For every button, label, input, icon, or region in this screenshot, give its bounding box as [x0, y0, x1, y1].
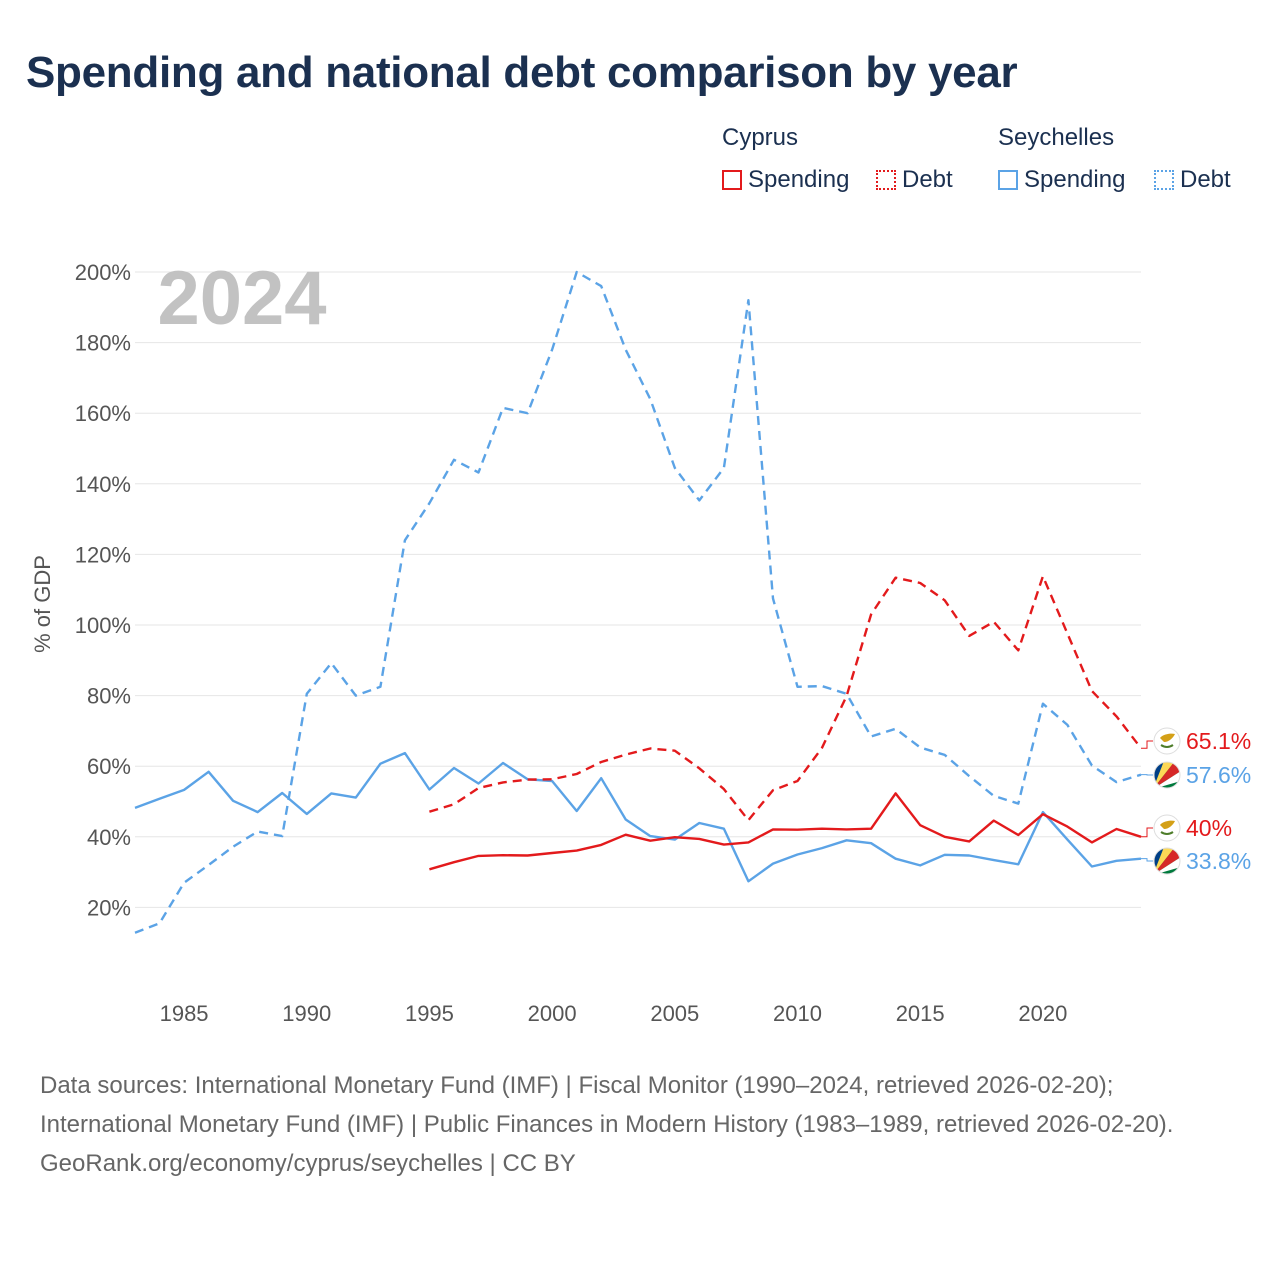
legend-swatch-dotted-red [876, 170, 896, 190]
legend-swatch-dotted-blue [1154, 170, 1174, 190]
end-value-label: 57.6% [1186, 762, 1251, 788]
x-tick-label: 1995 [405, 1001, 454, 1026]
x-tick-label: 2010 [773, 1001, 822, 1026]
y-tick-label: 40% [87, 825, 131, 850]
cyprus-flag-icon [1153, 727, 1181, 755]
line-chart: 20% 40% 60% 80% 100% 120% 140% 160% 180% 200% 198… [30, 256, 1251, 1026]
end-value-label: 65.1% [1186, 728, 1251, 754]
y-tick-label: 160% [75, 401, 131, 426]
series-line-cyprus-spending[interactable] [429, 792, 1142, 871]
legend-group-seychelles: Seychelles [998, 124, 1115, 151]
y-axis-label: % of GDP [30, 555, 55, 653]
series-lines [134, 270, 1142, 934]
series-line-seychelles-debt[interactable] [134, 270, 1142, 934]
y-tick-label: 60% [87, 754, 131, 779]
seychelles-flag-icon [1153, 761, 1181, 789]
y-tick-label: 80% [87, 684, 131, 709]
y-tick-label: 200% [75, 260, 131, 285]
series-line-cyprus-debt[interactable] [429, 575, 1142, 822]
y-tick-label: 100% [75, 613, 131, 638]
x-tick-label: 2000 [528, 1001, 577, 1026]
legend-item-cyprus-debt[interactable]: Debt [876, 166, 953, 194]
gridlines [135, 271, 1141, 908]
x-axis-ticks: 1985 1990 1995 2000 2005 2010 2015 2020 [160, 1001, 1068, 1026]
y-tick-label: 20% [87, 895, 131, 920]
x-tick-label: 1985 [160, 1001, 209, 1026]
y-tick-label: 120% [75, 542, 131, 567]
end-value-label: 40% [1186, 815, 1232, 841]
legend-label: Spending [1024, 166, 1126, 193]
legend-swatch-solid-red [722, 170, 742, 190]
legend-swatch-solid-blue [998, 170, 1018, 190]
legend-label: Debt [1180, 166, 1231, 193]
chart-title: Spending and national debt comparison by… [26, 48, 1018, 97]
end-connector [1141, 858, 1153, 862]
legend-item-cyprus-spending[interactable]: Spending [722, 166, 849, 194]
credit-link[interactable]: GeoRank.org/economy/cyprus/seychelles | … [40, 1150, 576, 1177]
y-tick-label: 140% [75, 472, 131, 497]
x-tick-label: 2005 [650, 1001, 699, 1026]
x-tick-label: 1990 [282, 1001, 331, 1026]
cyprus-flag-icon [1153, 814, 1181, 842]
seychelles-flag-icon [1153, 847, 1181, 875]
year-watermark: 2024 [157, 256, 326, 341]
end-value-label: 33.8% [1186, 848, 1251, 874]
data-sources: Data sources: International Monetary Fun… [40, 1072, 1174, 1138]
legend-label: Spending [748, 166, 850, 193]
legend-item-seychelles-debt[interactable]: Debt [1154, 166, 1231, 194]
legend-group-cyprus: Cyprus [722, 124, 799, 151]
series-line-seychelles-spending[interactable] [134, 751, 1142, 883]
end-connector [1141, 827, 1153, 838]
y-axis-ticks: 20% 40% 60% 80% 100% 120% 140% 160% 180% 200% [75, 260, 131, 920]
x-tick-label: 2020 [1018, 1001, 1067, 1026]
legend-label: Debt [902, 166, 953, 193]
footer: Data sources: International Monetary Fun… [40, 1066, 1240, 1183]
end-labels: 57.6% 33.8% 65.1% 40% [1141, 727, 1251, 875]
y-tick-label: 180% [75, 331, 131, 356]
legend-item-seychelles-spending[interactable]: Spending [998, 166, 1125, 194]
end-connector [1141, 740, 1153, 749]
x-tick-label: 2015 [896, 1001, 945, 1026]
